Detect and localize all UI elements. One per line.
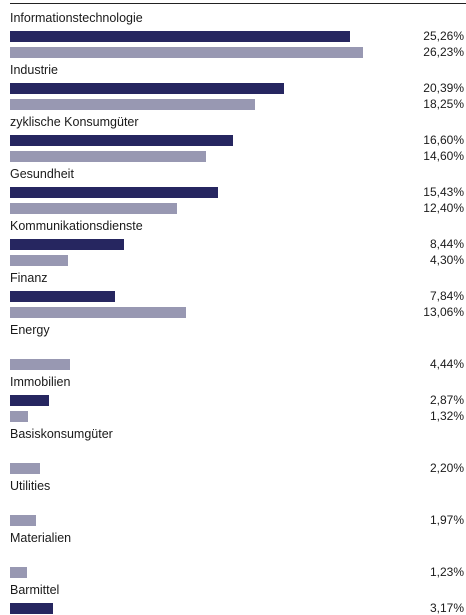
bar-series-1 bbox=[10, 187, 218, 198]
category-label: Basiskonsumgüter bbox=[10, 427, 113, 441]
bar-series-1 bbox=[10, 31, 350, 42]
bar-series-1 bbox=[10, 395, 49, 406]
value-label: 2,87% bbox=[429, 393, 464, 407]
value-label: 8,44% bbox=[429, 237, 464, 251]
value-label: 1,32% bbox=[429, 409, 464, 423]
category-label: Materialien bbox=[10, 531, 72, 545]
value-label: 26,23% bbox=[423, 45, 464, 59]
value-label: 15,43% bbox=[423, 185, 464, 199]
value-label: 7,84% bbox=[429, 289, 464, 303]
value-label: 4,44% bbox=[429, 357, 464, 371]
bar-series-1 bbox=[10, 135, 233, 146]
value-label: 1,23% bbox=[429, 565, 464, 579]
bar-series-2 bbox=[10, 255, 68, 266]
value-label: 2,20% bbox=[429, 461, 464, 475]
bar-series-2 bbox=[10, 463, 40, 474]
bar-series-2 bbox=[10, 515, 36, 526]
bar-series-1 bbox=[10, 603, 53, 614]
value-label: 12,40% bbox=[423, 201, 464, 215]
bar-series-2 bbox=[10, 567, 27, 578]
category-label: Energy bbox=[10, 323, 50, 337]
value-label: 16,60% bbox=[423, 133, 464, 147]
category-label: Gesundheit bbox=[10, 167, 74, 181]
value-label: 18,25% bbox=[423, 97, 464, 111]
bar-series-2 bbox=[10, 411, 28, 422]
value-label: 20,39% bbox=[423, 81, 464, 95]
bar-series-1 bbox=[10, 291, 115, 302]
bar-series-2 bbox=[10, 203, 177, 214]
category-label: zyklische Konsumgüter bbox=[10, 115, 139, 129]
top-rule bbox=[10, 3, 466, 4]
bar-series-2 bbox=[10, 151, 206, 162]
category-label: Immobilien bbox=[10, 375, 71, 389]
bar-series-1 bbox=[10, 239, 124, 250]
value-label: 1,97% bbox=[429, 513, 464, 527]
bar-series-2 bbox=[10, 359, 70, 370]
category-label: Utilities bbox=[10, 479, 51, 493]
bar-series-1 bbox=[10, 83, 284, 94]
value-label: 4,30% bbox=[429, 253, 464, 267]
value-label: 13,06% bbox=[423, 305, 464, 319]
bar-series-2 bbox=[10, 307, 186, 318]
value-label: 25,26% bbox=[423, 29, 464, 43]
category-label: Finanz bbox=[10, 271, 48, 285]
value-label: 3,17% bbox=[429, 601, 464, 615]
category-label: Informationstechnologie bbox=[10, 11, 143, 25]
bar-series-2 bbox=[10, 47, 363, 58]
value-label: 14,60% bbox=[423, 149, 464, 163]
bar-series-2 bbox=[10, 99, 255, 110]
category-label: Barmittel bbox=[10, 583, 60, 597]
category-label: Industrie bbox=[10, 63, 58, 77]
category-label: Kommunikationsdienste bbox=[10, 219, 143, 233]
